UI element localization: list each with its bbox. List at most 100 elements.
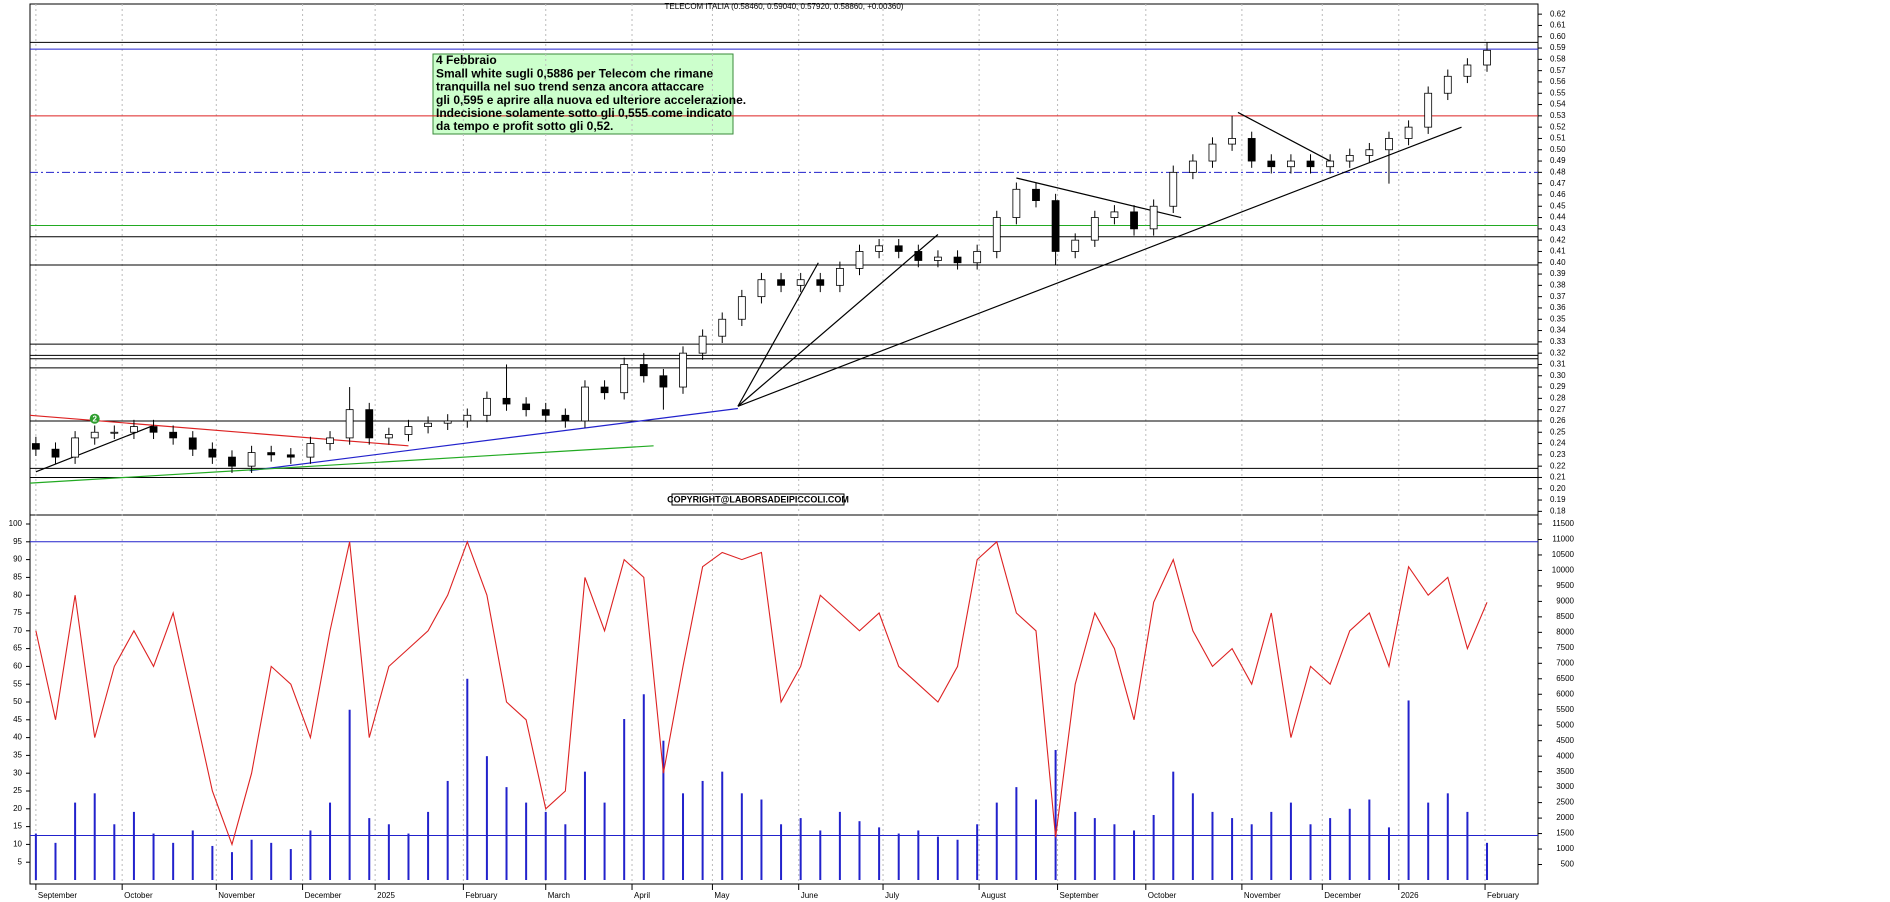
volume-bar	[54, 842, 57, 880]
candle-body	[345, 409, 354, 439]
candle-body	[777, 279, 785, 286]
candle-body	[659, 375, 668, 388]
y2-tick-label: 4000	[1556, 751, 1574, 760]
volume-bar	[505, 787, 508, 880]
oscillator-line	[35, 540, 1488, 847]
y-tick-label: 25	[13, 786, 22, 795]
x-tick-label: 2026	[1401, 891, 1419, 900]
x-tick-label: November	[1244, 891, 1281, 900]
candle-body	[1032, 188, 1040, 202]
volume-bar	[995, 802, 998, 880]
volume-bar	[348, 709, 351, 880]
x-tick-label: December	[305, 891, 342, 900]
candle-body	[620, 364, 629, 394]
candle-body	[1149, 205, 1158, 230]
trendline	[737, 126, 1462, 407]
annotation-line: gli 0,595 e aprire alla nuova ed ulterio…	[436, 93, 746, 107]
chart-title: TELECOM ITALIA (0.58460, 0.59040, 0.5792…	[665, 2, 904, 11]
volume-bar	[329, 802, 332, 880]
y-tick-label: 0.60	[1550, 32, 1566, 41]
y-tick-label: 0.45	[1550, 201, 1566, 210]
y2-tick-label: 2500	[1556, 798, 1574, 807]
candle-body	[1012, 188, 1021, 218]
volume-bar	[858, 821, 861, 880]
candle-body	[443, 420, 452, 424]
candle-body	[90, 431, 99, 439]
candle-body	[1404, 126, 1413, 139]
y-tick-label: 0.50	[1550, 145, 1566, 154]
y-tick-label: 50	[13, 697, 22, 706]
y-tick-label: 95	[13, 537, 22, 546]
copyright-box	[671, 493, 845, 506]
volume-bar	[1289, 802, 1292, 880]
y2-tick-label: 4500	[1556, 736, 1574, 745]
candle-body	[796, 279, 805, 286]
x-tick-label: 2025	[377, 891, 395, 900]
y-tick-label: 0.40	[1550, 258, 1566, 267]
candle-body	[247, 452, 256, 467]
y-tick-label: 0.48	[1550, 167, 1566, 176]
volume-bar	[838, 811, 841, 880]
candle-body	[306, 443, 315, 458]
annotation-line: da tempo e profit sotto gli 0,52.	[436, 119, 613, 133]
volume-bar	[936, 836, 939, 880]
volume-bar	[113, 824, 116, 880]
y2-tick-label: 1000	[1556, 844, 1574, 853]
volume-bar	[1172, 771, 1175, 880]
candle-body	[502, 397, 511, 405]
y-tick-label: 0.37	[1550, 292, 1566, 301]
annotation-line: Small white sugli 0,5886 per Telecom che…	[436, 66, 714, 80]
volume-bar	[1407, 700, 1410, 880]
annotation-line: 4 Febbraio	[436, 53, 497, 67]
volume-bar	[1113, 824, 1116, 880]
y-tick-label: 0.33	[1550, 337, 1566, 346]
y-tick-label: 0.52	[1550, 122, 1566, 131]
y-tick-label: 0.46	[1550, 190, 1566, 199]
candle-body	[149, 426, 158, 433]
volume-bar	[1152, 814, 1155, 880]
candle-body	[130, 426, 138, 433]
candle-body	[365, 409, 374, 439]
volume-bar	[897, 833, 900, 880]
candle-body	[737, 296, 746, 320]
y2-tick-label: 10500	[1552, 550, 1575, 559]
volume-bar	[1133, 830, 1136, 880]
candle-body	[855, 251, 864, 269]
candle-body	[914, 251, 923, 261]
candle-body	[541, 409, 550, 416]
candle-body	[463, 414, 472, 422]
y2-tick-label: 2000	[1556, 813, 1574, 822]
candle-body	[1463, 64, 1472, 77]
y-tick-label: 10	[13, 840, 22, 849]
y-tick-label: 60	[13, 662, 22, 671]
y2-tick-label: 7500	[1556, 643, 1574, 652]
y-tick-label: 0.39	[1550, 269, 1566, 278]
y2-tick-label: 9500	[1556, 581, 1574, 590]
y-tick-label: 0.27	[1550, 405, 1566, 414]
candle-body	[208, 448, 217, 458]
x-tick-label: July	[885, 891, 899, 900]
volume-bar	[152, 833, 155, 880]
y-tick-label: 0.51	[1550, 134, 1566, 143]
volume-bar	[1074, 811, 1077, 880]
y-tick-label: 0.18	[1550, 506, 1566, 515]
x-tick-label: December	[1324, 891, 1361, 900]
y-tick-label: 0.61	[1550, 21, 1566, 30]
volume-bar	[1486, 842, 1489, 880]
annotation-line: Indecisione solamente sotto gli 0,555 co…	[436, 106, 732, 120]
y-tick-label: 100	[9, 519, 23, 528]
candle-body	[384, 434, 393, 439]
y-tick-label: 0.38	[1550, 280, 1566, 289]
trendline	[737, 262, 819, 407]
y-tick-label: 0.23	[1550, 450, 1566, 459]
y-tick-label: 0.43	[1550, 224, 1566, 233]
volume-bar	[289, 849, 292, 880]
volume-bar	[1093, 818, 1096, 880]
candle-body	[1051, 200, 1060, 252]
candle-body	[1443, 75, 1452, 94]
volume-bar	[1446, 793, 1449, 880]
x-tick-label: October	[1148, 891, 1177, 900]
y-tick-label: 0.29	[1550, 382, 1566, 391]
